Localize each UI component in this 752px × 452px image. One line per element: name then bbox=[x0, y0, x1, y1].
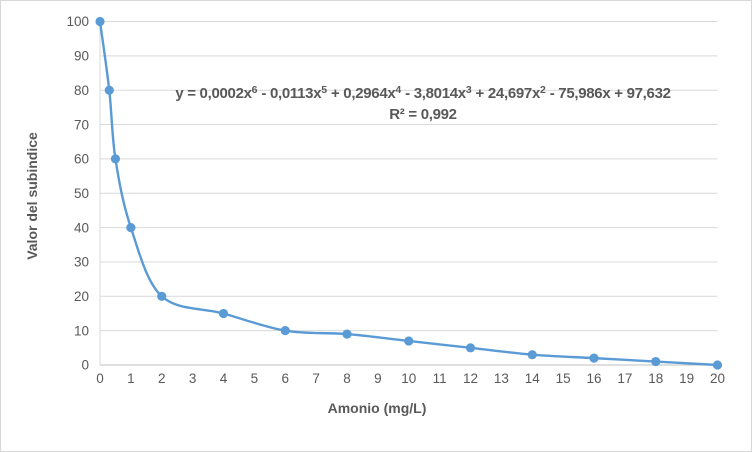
equation-exponent: 3 bbox=[465, 84, 472, 96]
equation-term: - 3,8014x bbox=[401, 85, 466, 102]
x-tick-label: 3 bbox=[189, 371, 197, 386]
x-tick-label: 7 bbox=[312, 371, 320, 386]
equation-exponent: 6 bbox=[251, 84, 258, 96]
y-tick-label: 40 bbox=[74, 220, 89, 235]
y-tick-label: 60 bbox=[74, 152, 89, 167]
r-squared-text: R² = 0,992 bbox=[389, 106, 457, 123]
x-tick-label: 13 bbox=[494, 371, 509, 386]
x-tick-label: 9 bbox=[374, 371, 382, 386]
series-marker bbox=[589, 353, 599, 363]
equation-text: y = 0,0002x6 - 0,0113x5 + 0,2964x4 - 3,8… bbox=[133, 80, 713, 104]
series-marker bbox=[280, 326, 290, 336]
series-marker bbox=[404, 336, 414, 346]
x-tick-label: 12 bbox=[463, 371, 478, 386]
equation-term: + 24,697x bbox=[471, 85, 541, 102]
series-marker bbox=[110, 154, 121, 164]
x-tick-label: 14 bbox=[525, 371, 541, 386]
series-marker bbox=[342, 329, 352, 339]
x-tick-label: 10 bbox=[401, 371, 416, 386]
x-tick-label: 5 bbox=[251, 371, 259, 386]
y-tick-label: 70 bbox=[74, 117, 89, 132]
x-tick-label: 1 bbox=[127, 371, 135, 386]
x-tick-label: 11 bbox=[433, 371, 447, 386]
series-marker bbox=[104, 85, 114, 95]
x-tick-label: 2 bbox=[158, 371, 166, 386]
x-tick-label: 6 bbox=[281, 371, 289, 386]
x-tick-label: 19 bbox=[679, 371, 694, 386]
x-tick-label: 18 bbox=[648, 371, 663, 386]
equation-term: - 0,0113x bbox=[257, 85, 322, 102]
series-marker bbox=[218, 308, 229, 319]
equation-exponent: 2 bbox=[540, 84, 546, 96]
y-tick-label: 80 bbox=[74, 83, 89, 98]
series-marker bbox=[126, 223, 136, 233]
equation-exponent: 4 bbox=[395, 84, 402, 96]
x-tick-label: 15 bbox=[556, 371, 571, 386]
equation-term: + 0,2964x bbox=[327, 85, 396, 102]
trendline-equation-label: y = 0,0002x6 - 0,0113x5 + 0,2964x4 - 3,8… bbox=[133, 80, 713, 125]
series-marker bbox=[527, 350, 537, 360]
series-marker bbox=[712, 360, 723, 370]
series-marker bbox=[651, 356, 661, 367]
series-marker bbox=[157, 291, 167, 301]
y-tick-label: 10 bbox=[74, 323, 89, 338]
x-tick-label: 4 bbox=[220, 371, 228, 386]
x-axis-title: Amonio (mg/L) bbox=[327, 400, 427, 416]
x-tick-label: 16 bbox=[586, 371, 601, 386]
x-tick-label: 0 bbox=[96, 371, 104, 386]
y-axis-title: Valor del subindice bbox=[24, 132, 40, 260]
y-tick-label: 20 bbox=[74, 289, 89, 304]
y-tick-label: 30 bbox=[74, 255, 89, 270]
series-marker bbox=[95, 16, 105, 27]
equation-term: - 75,986x + 97,632 bbox=[545, 85, 671, 102]
x-tick-label: 8 bbox=[343, 371, 351, 386]
y-tick-label: 90 bbox=[74, 49, 89, 64]
y-tick-label: 0 bbox=[81, 358, 89, 373]
equation-term: y = 0,0002x bbox=[175, 85, 252, 102]
equation-exponent: 5 bbox=[321, 84, 328, 96]
y-tick-label: 100 bbox=[66, 14, 89, 29]
series-marker bbox=[465, 343, 476, 353]
y-tick-label: 50 bbox=[74, 186, 89, 201]
x-tick-label: 17 bbox=[617, 371, 632, 386]
x-tick-label: 20 bbox=[710, 371, 725, 386]
